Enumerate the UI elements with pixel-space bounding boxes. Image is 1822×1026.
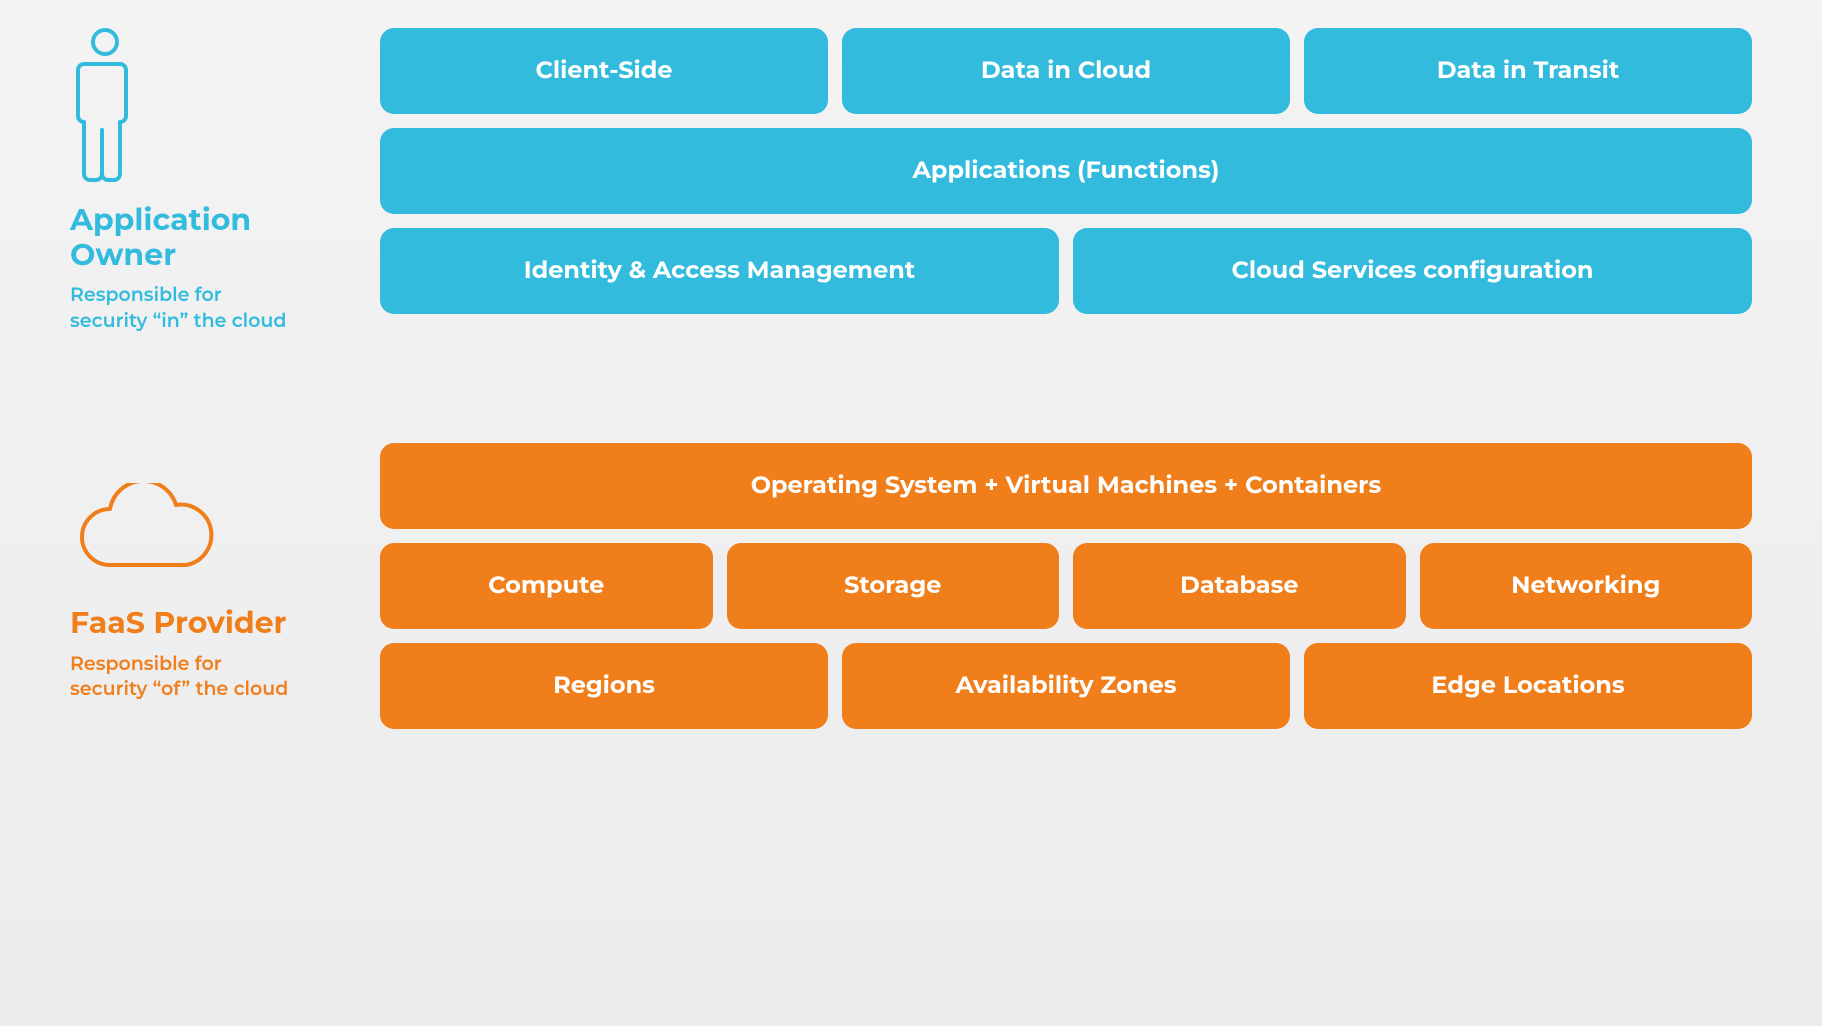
responsibility-box: Regions (380, 643, 828, 729)
provider-side: FaaS Provider Responsible for security “… (70, 443, 320, 702)
box-row: Identity & Access ManagementCloud Servic… (380, 228, 1752, 314)
cloud-icon (70, 483, 320, 588)
responsibility-box: Client-Side (380, 28, 828, 114)
responsibility-box: Database (1073, 543, 1406, 629)
provider-boxes: Operating System + Virtual Machines + Co… (380, 443, 1752, 729)
responsibility-box: Compute (380, 543, 713, 629)
responsibility-box: Edge Locations (1304, 643, 1752, 729)
owner-section: Application Owner Responsible for securi… (70, 28, 1752, 333)
owner-side: Application Owner Responsible for securi… (70, 28, 320, 333)
responsibility-box: Cloud Services configuration (1073, 228, 1752, 314)
owner-boxes: Client-SideData in CloudData in Transit A… (380, 28, 1752, 314)
provider-subtitle: Responsible for security “of” the cloud (70, 651, 290, 702)
responsibility-box: Applications (Functions) (380, 128, 1752, 214)
responsibility-box: Identity & Access Management (380, 228, 1059, 314)
box-row: Client-SideData in CloudData in Transit (380, 28, 1752, 114)
owner-title: Application Owner (70, 203, 320, 272)
responsibility-box: Networking (1420, 543, 1753, 629)
responsibility-box: Storage (727, 543, 1060, 629)
person-icon (70, 28, 320, 193)
provider-section: FaaS Provider Responsible for security “… (70, 443, 1752, 729)
responsibility-box: Availability Zones (842, 643, 1290, 729)
responsibility-box: Data in Transit (1304, 28, 1752, 114)
box-row: ComputeStorageDatabaseNetworking (380, 543, 1752, 629)
responsibility-box: Operating System + Virtual Machines + Co… (380, 443, 1752, 529)
box-row: Operating System + Virtual Machines + Co… (380, 443, 1752, 529)
responsibility-box: Data in Cloud (842, 28, 1290, 114)
box-row: Applications (Functions) (380, 128, 1752, 214)
provider-title: FaaS Provider (70, 606, 320, 641)
box-row: RegionsAvailability ZonesEdge Locations (380, 643, 1752, 729)
owner-subtitle: Responsible for security “in” the cloud (70, 282, 290, 333)
